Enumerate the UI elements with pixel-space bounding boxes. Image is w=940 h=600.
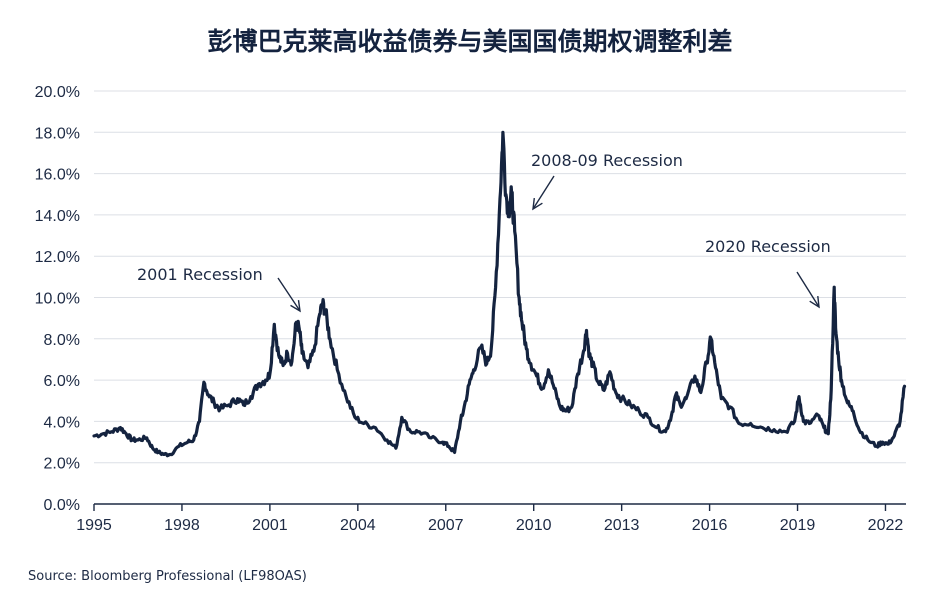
- source-note: Source: Bloomberg Professional (LF98OAS): [28, 569, 307, 584]
- x-tick-label: 1995: [76, 517, 112, 534]
- annotation-arrow-shaft: [532, 175, 555, 210]
- annotation-label: 2001 Recession: [137, 265, 263, 284]
- x-tick-label: 2004: [340, 517, 376, 534]
- spread-series-line: [92, 130, 907, 458]
- annotation-label: 2020 Recession: [705, 237, 831, 256]
- y-tick-label: 14.0%: [35, 208, 80, 225]
- y-tick-label: 8.0%: [44, 332, 80, 349]
- data-series: [92, 130, 907, 458]
- x-tick-label: 2016: [692, 517, 728, 534]
- annotations: 2001 Recession 2008-09 Recession 2020 Rece…: [137, 151, 831, 313]
- annotation-arrow-shaft: [796, 271, 820, 308]
- x-tick-label: 2022: [868, 517, 904, 534]
- x-tick-label: 1998: [164, 517, 200, 534]
- y-tick-label: 0.0%: [44, 497, 80, 514]
- y-tick-label: 18.0%: [35, 125, 80, 142]
- annotation-arrow-shaft: [277, 277, 301, 312]
- y-tick-label: 2.0%: [44, 456, 80, 473]
- x-axis: 1995 1998 2001 2004 2007 2010 2013 2016 2019 2022: [76, 503, 906, 534]
- x-tick-label: 2007: [428, 517, 464, 534]
- x-tick-label: 2013: [604, 517, 640, 534]
- chart-title: 彭博巴克莱高收益债券与美国国债期权调整利差: [207, 27, 733, 56]
- annotation-arrow-head: [809, 296, 820, 309]
- x-tick-label: 2001: [252, 517, 288, 534]
- annotation-arrow-head: [290, 300, 301, 313]
- annotation-label: 2008-09 Recession: [531, 151, 683, 170]
- x-tick-label: 2010: [516, 517, 552, 534]
- y-tick-label: 12.0%: [35, 249, 80, 266]
- y-tick-label: 10.0%: [35, 291, 80, 308]
- y-tick-label: 6.0%: [44, 373, 80, 390]
- annotation-arrow-head: [532, 198, 543, 211]
- x-tick-label: 2019: [780, 517, 816, 534]
- gridlines: [94, 90, 906, 464]
- y-tick-label: 16.0%: [35, 167, 80, 184]
- y-axis-ticks: 0.0% 2.0% 4.0% 6.0% 8.0% 10.0% 12.0% 14.0% 16.0%…: [35, 84, 80, 514]
- y-tick-label: 20.0%: [35, 84, 80, 101]
- y-tick-label: 4.0%: [44, 414, 80, 431]
